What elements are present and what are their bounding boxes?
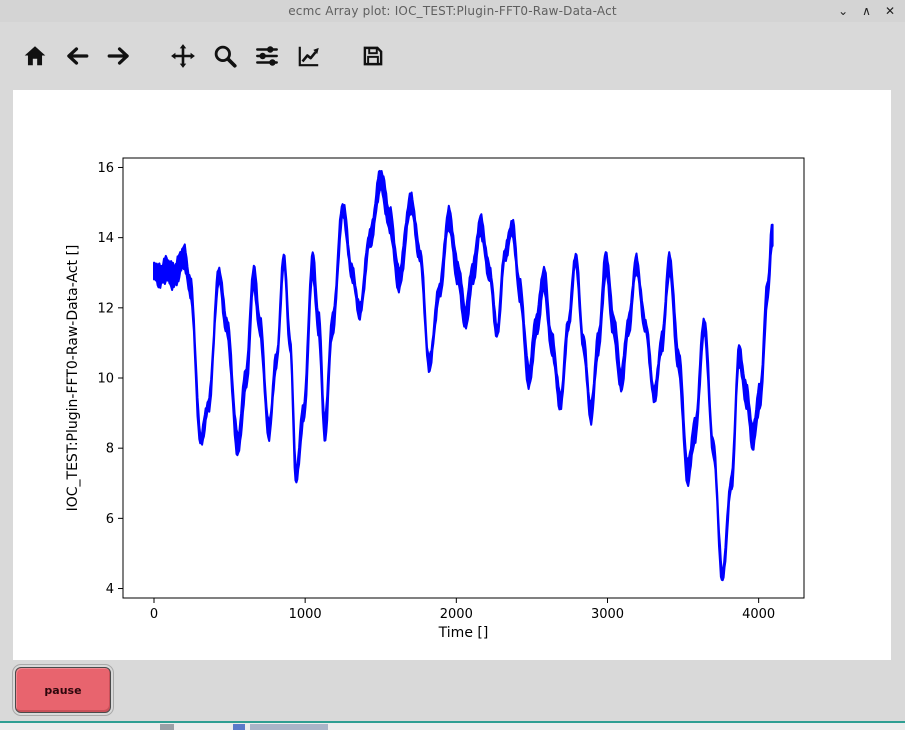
home-icon bbox=[24, 46, 46, 66]
pan-button[interactable] bbox=[166, 39, 200, 73]
edit-parameters-button[interactable] bbox=[292, 39, 326, 73]
svg-text:1000: 1000 bbox=[289, 607, 322, 622]
window-controls: ⌄ ∧ ✕ bbox=[838, 0, 895, 22]
toolbar-spacer bbox=[144, 56, 166, 57]
window-title: ecmc Array plot: IOC_TEST:Plugin-FFT0-Ra… bbox=[288, 4, 617, 18]
background-taskbar-fragment bbox=[250, 724, 328, 730]
background-window-edge bbox=[0, 721, 905, 723]
svg-text:3000: 3000 bbox=[591, 607, 624, 622]
svg-text:14: 14 bbox=[97, 231, 114, 246]
svg-text:16: 16 bbox=[97, 161, 114, 176]
back-arrow-icon bbox=[67, 47, 89, 65]
titlebar: ecmc Array plot: IOC_TEST:Plugin-FFT0-Ra… bbox=[0, 0, 905, 22]
svg-text:10: 10 bbox=[97, 372, 114, 387]
svg-text:0: 0 bbox=[150, 607, 158, 622]
plot-canvas[interactable]: 0 1000 2000 3000 4000 4 6 8 10 12 14 16 Time [] IOC_T… bbox=[13, 90, 891, 660]
figure-area: 0 1000 2000 3000 4000 4 6 8 10 12 14 16 Time [] IOC_T… bbox=[13, 90, 891, 660]
pan-move-icon bbox=[171, 44, 195, 68]
pause-button-frame: pause bbox=[12, 664, 114, 716]
back-button[interactable] bbox=[60, 39, 94, 73]
svg-text:4000: 4000 bbox=[742, 607, 775, 622]
background-taskbar-fragment bbox=[233, 724, 245, 730]
svg-text:8: 8 bbox=[106, 442, 114, 457]
forward-button[interactable] bbox=[102, 39, 136, 73]
line-chart-icon bbox=[298, 46, 319, 67]
svg-text:2000: 2000 bbox=[440, 607, 473, 622]
shade-window-icon[interactable]: ⌄ bbox=[838, 4, 849, 18]
close-window-icon[interactable]: ✕ bbox=[884, 4, 895, 18]
sliders-icon bbox=[256, 46, 278, 66]
svg-text:IOC_TEST:Plugin-FFT0-Raw-Data-: IOC_TEST:Plugin-FFT0-Raw-Data-Act [] bbox=[65, 245, 81, 512]
plot-toolbar bbox=[0, 22, 905, 90]
zoom-magnifier-icon bbox=[214, 45, 237, 68]
maximize-window-icon[interactable]: ∧ bbox=[862, 4, 871, 18]
background-window-sliver bbox=[0, 721, 905, 730]
bottom-bar: pause bbox=[0, 660, 905, 730]
zoom-button[interactable] bbox=[208, 39, 242, 73]
toolbar-spacer bbox=[334, 56, 356, 57]
home-button[interactable] bbox=[18, 39, 52, 73]
svg-text:Time []: Time [] bbox=[438, 625, 489, 641]
svg-text:12: 12 bbox=[97, 301, 114, 316]
svg-text:4: 4 bbox=[106, 582, 114, 597]
forward-arrow-icon bbox=[107, 47, 129, 65]
save-floppy-icon bbox=[363, 46, 383, 66]
save-button[interactable] bbox=[356, 39, 390, 73]
configure-subplots-button[interactable] bbox=[250, 39, 284, 73]
svg-text:6: 6 bbox=[106, 512, 114, 527]
pause-button[interactable]: pause bbox=[15, 667, 111, 713]
background-taskbar-fragment bbox=[160, 724, 174, 730]
